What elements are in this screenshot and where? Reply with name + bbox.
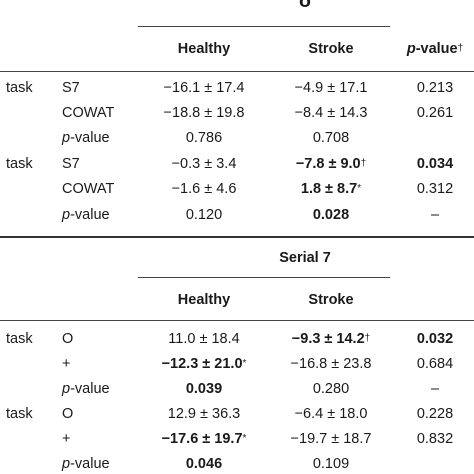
cell-stroke: 0.109 — [312, 456, 350, 472]
cell-healthy: 11.0 ± 18.4 — [168, 331, 240, 347]
row-condition: O — [62, 406, 74, 422]
cell-stroke: −6.4 ± 18.0 — [294, 406, 368, 422]
section2-header-stroke: Stroke — [308, 292, 354, 308]
section2-header-healthy: Healthy — [177, 292, 231, 308]
cell-healthy: 0.120 — [185, 207, 223, 223]
section1-title-rule — [138, 26, 390, 27]
row-label-task: task — [6, 156, 33, 172]
cell-stroke: 1.8 ± 8.7* — [300, 181, 362, 197]
row-condition: + — [62, 356, 71, 372]
cell-healthy: 0.046 — [185, 456, 223, 472]
cell-pvalue: 0.261 — [416, 105, 454, 121]
cell-healthy: 0.786 — [185, 130, 223, 146]
section2-title-rule — [138, 277, 390, 278]
cell-pvalue: 0.032 — [416, 331, 454, 347]
section1-header-healthy: Healthy — [177, 41, 231, 57]
section2-header-rule — [0, 320, 474, 321]
cell-pvalue: 0.213 — [416, 80, 454, 96]
section1-header-rule — [0, 71, 474, 72]
row-pvalue-label: p-value — [62, 456, 110, 472]
cell-pvalue: 0.684 — [416, 356, 454, 372]
row-condition: + — [62, 431, 71, 447]
cell-stroke: 0.028 — [312, 207, 350, 223]
cell-healthy: −17.6 ± 19.7* — [161, 431, 247, 447]
cell-pvalue: – — [430, 381, 440, 397]
row-pvalue-label: p-value — [62, 207, 110, 223]
row-label-task: task — [6, 80, 33, 96]
row-label-task: task — [6, 406, 33, 422]
cell-stroke: 0.708 — [312, 130, 350, 146]
cell-healthy: −18.8 ± 19.8 — [163, 105, 245, 121]
cell-stroke: −16.8 ± 23.8 — [290, 356, 372, 372]
cell-pvalue: 0.312 — [416, 181, 454, 197]
cell-stroke: 0.280 — [312, 381, 350, 397]
cell-pvalue: 0.228 — [416, 406, 454, 422]
row-condition: O — [62, 331, 74, 347]
cell-healthy: −0.3 ± 3.4 — [171, 156, 237, 172]
row-condition: COWAT — [62, 181, 115, 197]
cell-stroke: −19.7 ± 18.7 — [290, 431, 372, 447]
row-pvalue-label: p-value — [62, 130, 110, 146]
cell-healthy: −12.3 ± 21.0* — [161, 356, 247, 372]
section1-header-pvalue: p-value† — [406, 41, 464, 57]
cell-pvalue: 0.832 — [416, 431, 454, 447]
row-pvalue-label: p-value — [62, 381, 110, 397]
cell-healthy: 12.9 ± 36.3 — [167, 406, 241, 422]
cell-stroke: −9.3 ± 14.2† — [291, 331, 371, 347]
cell-healthy: −16.1 ± 17.4 — [163, 80, 245, 96]
cell-pvalue: – — [430, 207, 440, 223]
section2-title: Serial 7 — [279, 250, 331, 266]
cell-stroke: −7.8 ± 9.0† — [295, 156, 367, 172]
section-divider — [0, 236, 474, 238]
row-condition: S7 — [62, 80, 80, 96]
row-condition: S7 — [62, 156, 80, 172]
cell-stroke: −4.9 ± 17.1 — [294, 80, 368, 96]
cell-stroke: −8.4 ± 14.3 — [294, 105, 368, 121]
cell-healthy: 0.039 — [185, 381, 223, 397]
section1-title: δ — [298, 0, 312, 12]
row-label-task: task — [6, 331, 33, 347]
cell-healthy: −1.6 ± 4.6 — [171, 181, 237, 197]
row-condition: COWAT — [62, 105, 115, 121]
section1-header-stroke: Stroke — [308, 41, 354, 57]
cell-pvalue: 0.034 — [416, 156, 454, 172]
